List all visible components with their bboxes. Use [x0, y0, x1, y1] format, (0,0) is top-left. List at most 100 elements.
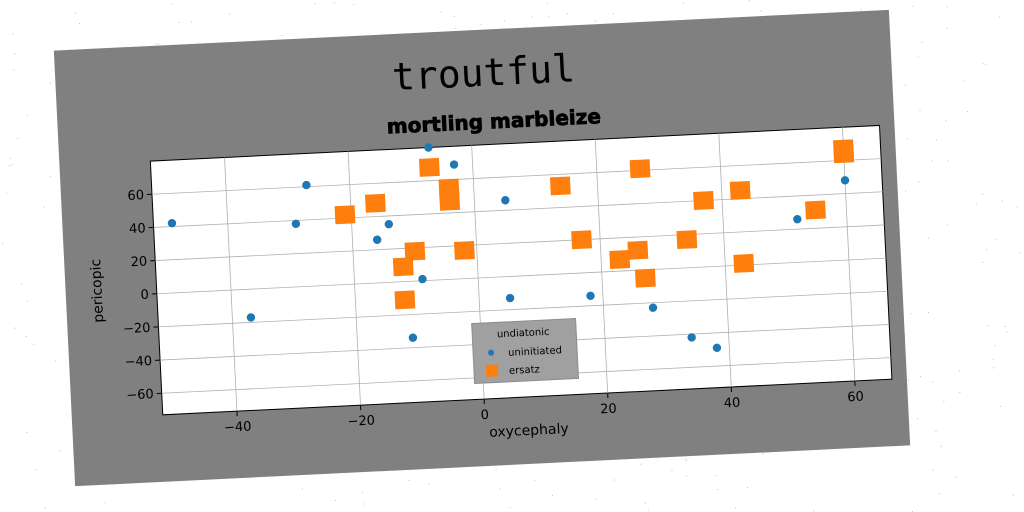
noise-speck [919, 109, 921, 111]
noise-speck [912, 5, 914, 7]
noise-speck [906, 138, 908, 140]
noise-speck [982, 63, 984, 65]
data-series [167, 139, 855, 352]
legend: undiatonic uninitiated ersatz [471, 317, 580, 385]
noise-speck [281, 34, 283, 36]
noise-speck [546, 2, 548, 4]
noise-speck [644, 502, 646, 504]
y-tick-label: 20 [130, 254, 147, 270]
scatter-point-ersatz [394, 290, 416, 310]
noise-speck [908, 379, 910, 381]
scatter-point-uninitiated [372, 235, 382, 244]
noise-speck [453, 16, 455, 18]
legend-title: undiatonic [497, 327, 550, 341]
scatter-point-ersatz [453, 240, 475, 260]
noise-speck [74, 12, 76, 14]
scatter-point-ersatz [439, 191, 461, 211]
noise-speck [534, 479, 536, 481]
noise-speck [13, 69, 15, 71]
noise-speck [12, 33, 14, 35]
noise-speck [49, 175, 51, 177]
y-axis-ticks: −60 −40 −20 0 20 40 60 [123, 188, 162, 403]
noise-speck [612, 13, 614, 15]
noise-speck [594, 20, 596, 22]
noise-speck [994, 345, 996, 347]
noise-speck [932, 469, 934, 471]
noise-speck [14, 53, 16, 55]
noise-speck [762, 453, 764, 455]
noise-speck [999, 16, 1001, 18]
noise-speck [157, 43, 159, 45]
noise-speck [548, 16, 550, 18]
y-grid-line [151, 158, 882, 195]
y-grid-line [155, 224, 885, 261]
noise-speck [904, 335, 906, 337]
y-tick-label: 40 [129, 221, 146, 237]
scatter-point-ersatz [729, 180, 751, 200]
noise-speck [334, 500, 336, 502]
scatter-point-uninitiated [449, 160, 459, 169]
scatter-point-ersatz [364, 193, 386, 213]
x-tick-label: 60 [847, 390, 864, 406]
noise-speck [982, 193, 984, 195]
scatter-point-uninitiated [586, 291, 595, 301]
noise-speck [928, 312, 930, 314]
noise-speck [5, 192, 7, 194]
noise-speck [333, 2, 335, 4]
scatter-point-ersatz [833, 139, 854, 159]
noise-speck [911, 510, 913, 512]
scatter-point-ersatz [404, 241, 426, 261]
x-grid-line [594, 139, 609, 394]
noise-speck [975, 203, 977, 205]
noise-speck [353, 4, 355, 6]
x-tick-label: 40 [723, 396, 740, 412]
scatter-point-uninitiated [384, 220, 394, 229]
noise-speck [966, 111, 968, 113]
noise-speck [904, 84, 906, 86]
noise-speck [992, 358, 994, 360]
x-grid-line [842, 127, 856, 381]
x-grid-line [224, 157, 238, 412]
noise-speck [946, 6, 948, 8]
noise-speck [640, 463, 642, 465]
noise-speck [178, 21, 180, 23]
scatter-point-uninitiated [302, 180, 311, 190]
noise-speck [26, 114, 28, 116]
noise-speck [428, 483, 430, 485]
noise-speck [35, 469, 37, 471]
noise-speck [361, 492, 363, 494]
noise-speck [936, 139, 938, 141]
x-tick-label: −20 [347, 413, 375, 429]
y-tick-label: −60 [126, 387, 154, 403]
noise-speck [671, 470, 673, 472]
noise-speck [14, 327, 16, 329]
noise-speck [21, 283, 23, 285]
noise-speck [566, 13, 568, 15]
noise-speck [2, 242, 4, 244]
noise-speck [440, 11, 442, 13]
noise-speck [1016, 206, 1018, 208]
noise-speck [614, 479, 616, 481]
scatter-point-uninitiated [418, 274, 427, 284]
scatter-point-uninitiated [424, 143, 433, 152]
noise-speck [12, 164, 14, 166]
scatter-point-ersatz [629, 159, 651, 179]
scatter-point-ersatz [693, 191, 714, 211]
noise-speck [17, 138, 19, 140]
noise-speck [715, 474, 717, 476]
y-tick-label: 0 [140, 288, 149, 303]
noise-speck [917, 418, 919, 420]
noise-speck [685, 458, 687, 460]
noise-speck [191, 21, 193, 23]
noise-speck [531, 16, 533, 18]
scatter-point-uninitiated [167, 218, 177, 228]
noise-speck [171, 3, 173, 5]
x-tick-label: 20 [600, 402, 617, 418]
noise-speck [985, 249, 987, 251]
noise-speck [987, 325, 989, 327]
noise-speck [1004, 326, 1006, 328]
noise-speck [928, 237, 930, 239]
noise-speck [938, 493, 940, 495]
x-tick-label: 0 [480, 408, 489, 423]
noise-speck [958, 370, 960, 372]
